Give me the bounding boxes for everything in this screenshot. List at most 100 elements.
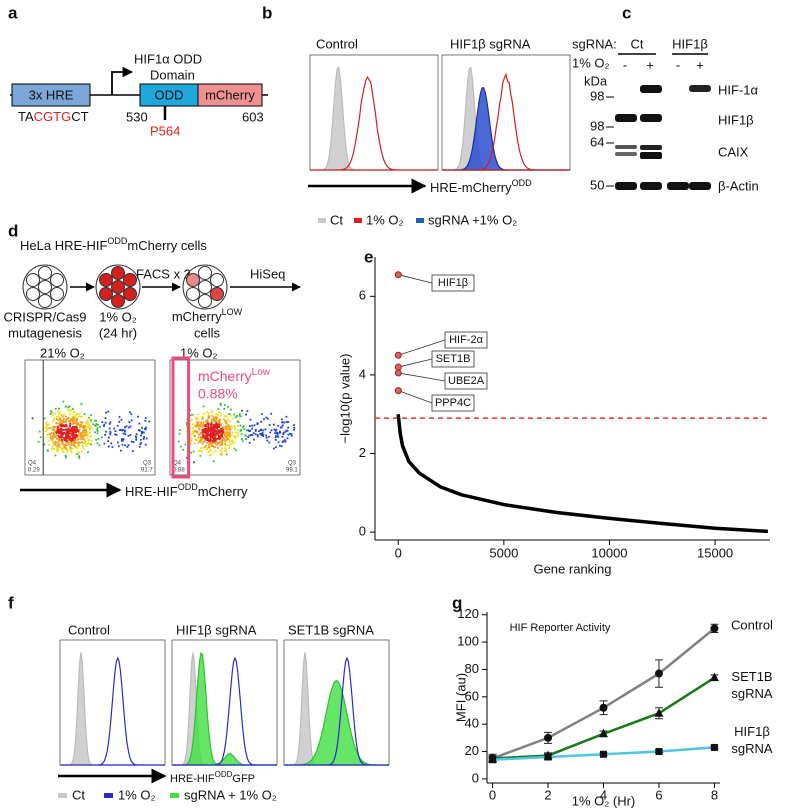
callout-box [431, 350, 475, 368]
event [254, 428, 257, 431]
panel-label: b [262, 3, 272, 22]
event [207, 416, 210, 418]
event [79, 416, 82, 418]
event [211, 415, 214, 417]
event [127, 434, 130, 437]
event [241, 409, 243, 412]
event [217, 435, 220, 437]
event [252, 432, 255, 434]
event [77, 434, 80, 437]
event [62, 447, 64, 450]
event [189, 442, 192, 445]
event [260, 420, 263, 423]
sup: ODD [178, 482, 199, 492]
event [70, 442, 73, 445]
event [66, 449, 69, 452]
event [65, 441, 68, 444]
event [72, 411, 75, 413]
event [138, 422, 141, 425]
event [214, 441, 216, 443]
event [266, 439, 269, 442]
event [139, 443, 142, 446]
event [256, 434, 259, 436]
step-caption: mCherryLOW [172, 307, 243, 324]
event [194, 424, 197, 427]
event [98, 444, 101, 447]
leader-line [398, 358, 433, 368]
event [60, 447, 63, 450]
event [279, 444, 281, 447]
event [51, 435, 54, 438]
event [70, 450, 72, 453]
event [83, 431, 86, 434]
event [215, 441, 218, 444]
cell [38, 294, 52, 308]
event [219, 423, 222, 425]
event [212, 440, 215, 443]
event [259, 432, 261, 435]
event [79, 421, 82, 424]
event [282, 433, 285, 435]
event [85, 428, 87, 431]
event [280, 426, 283, 429]
x-tick-label: 8 [711, 787, 718, 802]
promoter-arrow [111, 66, 134, 95]
event [239, 430, 242, 432]
event [230, 434, 232, 436]
gene-point [394, 387, 402, 395]
event [76, 427, 78, 429]
event [248, 434, 251, 437]
event [107, 410, 110, 413]
event [210, 411, 213, 414]
event [83, 448, 85, 450]
event [120, 439, 123, 442]
event [203, 413, 206, 415]
event [94, 431, 96, 434]
event [215, 439, 217, 441]
event [243, 425, 245, 428]
event [208, 445, 210, 447]
leader-line [398, 390, 433, 404]
event [285, 429, 288, 432]
event [71, 437, 74, 440]
band [615, 114, 637, 122]
event [132, 441, 135, 443]
event [206, 432, 208, 434]
event [219, 430, 221, 432]
event [66, 418, 69, 420]
event [81, 434, 83, 436]
event [210, 436, 212, 439]
x-tick-label: 5000 [489, 545, 518, 560]
event [228, 445, 231, 448]
event [83, 434, 86, 436]
event [51, 445, 54, 448]
event [101, 436, 103, 439]
event [54, 454, 57, 457]
event [144, 426, 147, 429]
event [73, 422, 75, 424]
event [253, 424, 256, 427]
event [206, 422, 209, 425]
event [63, 429, 65, 431]
event [227, 426, 230, 428]
histogram-title: Control [316, 36, 358, 51]
event [46, 424, 49, 426]
event [284, 430, 287, 433]
histogram-title: HIF1β sgRNA [450, 36, 531, 51]
event [57, 437, 59, 440]
event [61, 436, 64, 438]
quadrant-value: 0.29 [28, 468, 40, 474]
event [197, 413, 199, 416]
event [74, 445, 76, 447]
sup: ODD [107, 236, 128, 246]
event [194, 435, 196, 437]
event [107, 436, 110, 439]
x-axis-label: Gene ranking [533, 561, 611, 576]
event [117, 445, 120, 448]
event [77, 443, 80, 446]
sequence: TACGTGCT [18, 109, 89, 124]
event [279, 426, 282, 429]
event [37, 440, 40, 443]
event [233, 447, 236, 450]
ranking-curve [396, 414, 769, 534]
